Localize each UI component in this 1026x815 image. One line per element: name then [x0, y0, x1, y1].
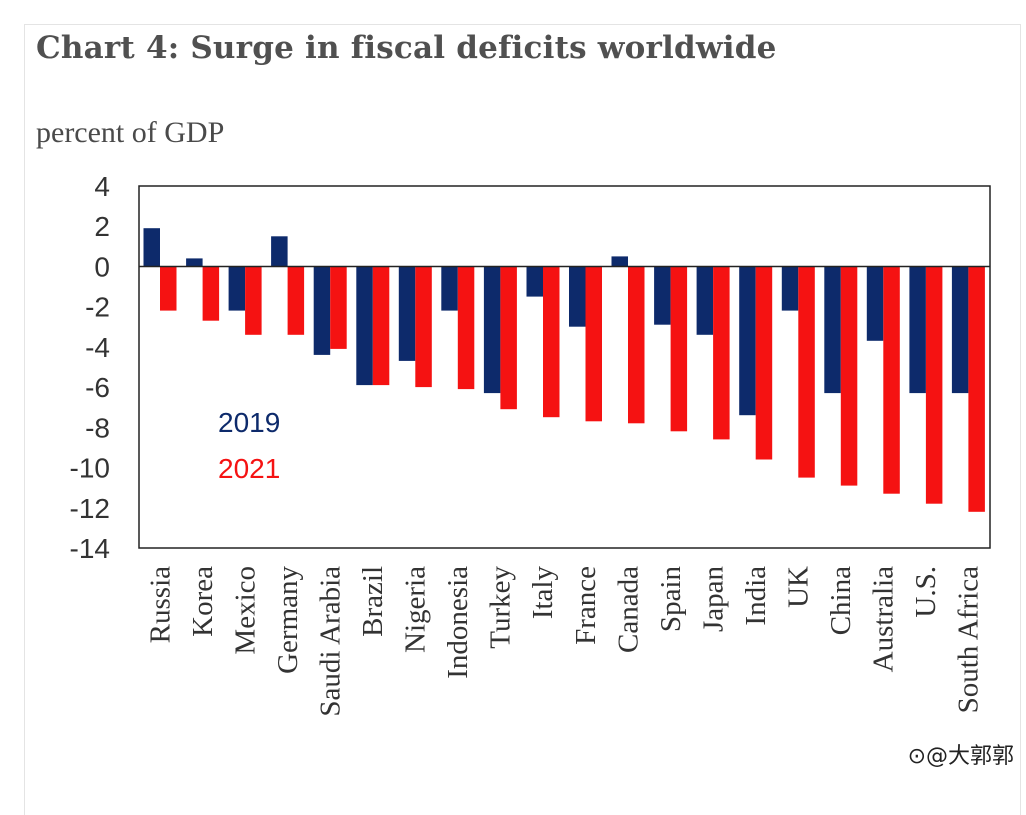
- bar-2021-indonesia: [457, 266, 475, 390]
- bar-2021-uk: [798, 266, 815, 478]
- bar-2021-korea: [202, 266, 220, 321]
- bar-2021-france: [585, 266, 602, 422]
- y-tick-label: -4: [85, 332, 110, 363]
- x-tick-label: South Africa: [953, 566, 985, 714]
- bar-2021-nigeria: [415, 266, 432, 388]
- bar-2021-italy: [543, 266, 560, 418]
- bar-2019-canada: [611, 256, 628, 267]
- y-tick-label: 4: [94, 171, 110, 202]
- bar-2019-saudi-arabia: [313, 266, 331, 355]
- bar-2019-korea: [186, 258, 203, 267]
- plot-area: [138, 185, 991, 549]
- y-tick-label: 0: [94, 251, 110, 282]
- y-tick-label: -2: [85, 292, 110, 323]
- x-tick-label: UK: [783, 566, 815, 608]
- bar-2019-turkey: [483, 266, 501, 394]
- bar-2019-nigeria: [398, 266, 416, 361]
- bar-2019-china: [824, 266, 841, 394]
- bar-2021-turkey: [500, 266, 517, 410]
- bar-2019-spain: [654, 266, 671, 325]
- y-tick-label: -14: [70, 533, 110, 564]
- watermark: ⊙@大郭郭: [907, 744, 1014, 769]
- x-tick-label: Nigeria: [400, 566, 432, 653]
- bar-2021-u-s-: [925, 266, 943, 504]
- x-tick-label: Korea: [187, 566, 219, 637]
- bar-2021-saudi-arabia: [330, 266, 347, 349]
- bar-2019-india: [739, 266, 756, 416]
- x-tick-label: Germany: [272, 566, 304, 674]
- y-tick-label: -12: [70, 493, 110, 524]
- x-tick-label: Indonesia: [442, 566, 474, 679]
- y-tick-label: 2: [94, 211, 110, 242]
- legend-entry-2021: 2021: [218, 453, 280, 484]
- bar-2019-france: [569, 266, 586, 327]
- bar-2021-brazil: [372, 266, 390, 386]
- x-tick-label: Canada: [612, 566, 644, 653]
- x-tick-label: Japan: [697, 566, 729, 633]
- bar-2019-south-africa: [951, 266, 969, 394]
- bar-2021-japan: [713, 266, 730, 440]
- x-tick-label: Brazil: [357, 566, 389, 637]
- bar-2021-mexico: [245, 266, 262, 335]
- bar-2019-indonesia: [441, 266, 458, 311]
- bar-2019-italy: [526, 266, 543, 297]
- bar-2019-brazil: [356, 266, 373, 386]
- x-tick-label: Spain: [655, 566, 687, 633]
- chart-title: Chart 4: Surge in fiscal deficits worldw…: [36, 30, 777, 66]
- x-tick-label: Turkey: [485, 566, 517, 649]
- y-tick-label: -10: [70, 453, 110, 484]
- x-tick-label: Mexico: [229, 566, 261, 655]
- x-tick-label: Russia: [144, 566, 176, 643]
- x-tick-label: Saudi Arabia: [315, 566, 347, 717]
- bar-2019-u-s-: [909, 266, 926, 394]
- y-axis-label: percent of GDP: [36, 116, 225, 149]
- x-tick-label: China: [825, 566, 857, 635]
- bar-2021-china: [840, 266, 858, 486]
- bar-2019-australia: [866, 266, 884, 341]
- bar-2021-spain: [670, 266, 688, 432]
- bar-2021-australia: [883, 266, 900, 494]
- bar-2021-india: [755, 266, 773, 460]
- x-tick-label: India: [740, 566, 772, 626]
- y-tick-label: -8: [85, 412, 110, 443]
- bar-2021-germany: [287, 266, 305, 335]
- bar-2019-mexico: [228, 266, 246, 311]
- bar-2021-canada: [628, 266, 645, 424]
- bar-2019-japan: [696, 266, 714, 335]
- x-tick-label: France: [570, 566, 602, 645]
- bar-2021-south-africa: [968, 266, 985, 512]
- y-tick-label: -6: [85, 372, 110, 403]
- bar-2019-germany: [271, 236, 288, 267]
- x-tick-label: Australia: [868, 566, 900, 672]
- bar-2019-russia: [143, 228, 160, 267]
- x-tick-label: Italy: [527, 566, 559, 620]
- bar-2019-uk: [781, 266, 799, 311]
- x-tick-label: U.S.: [910, 566, 942, 618]
- legend-entry-2019: 2019: [218, 407, 280, 438]
- bar-2021-russia: [160, 266, 177, 311]
